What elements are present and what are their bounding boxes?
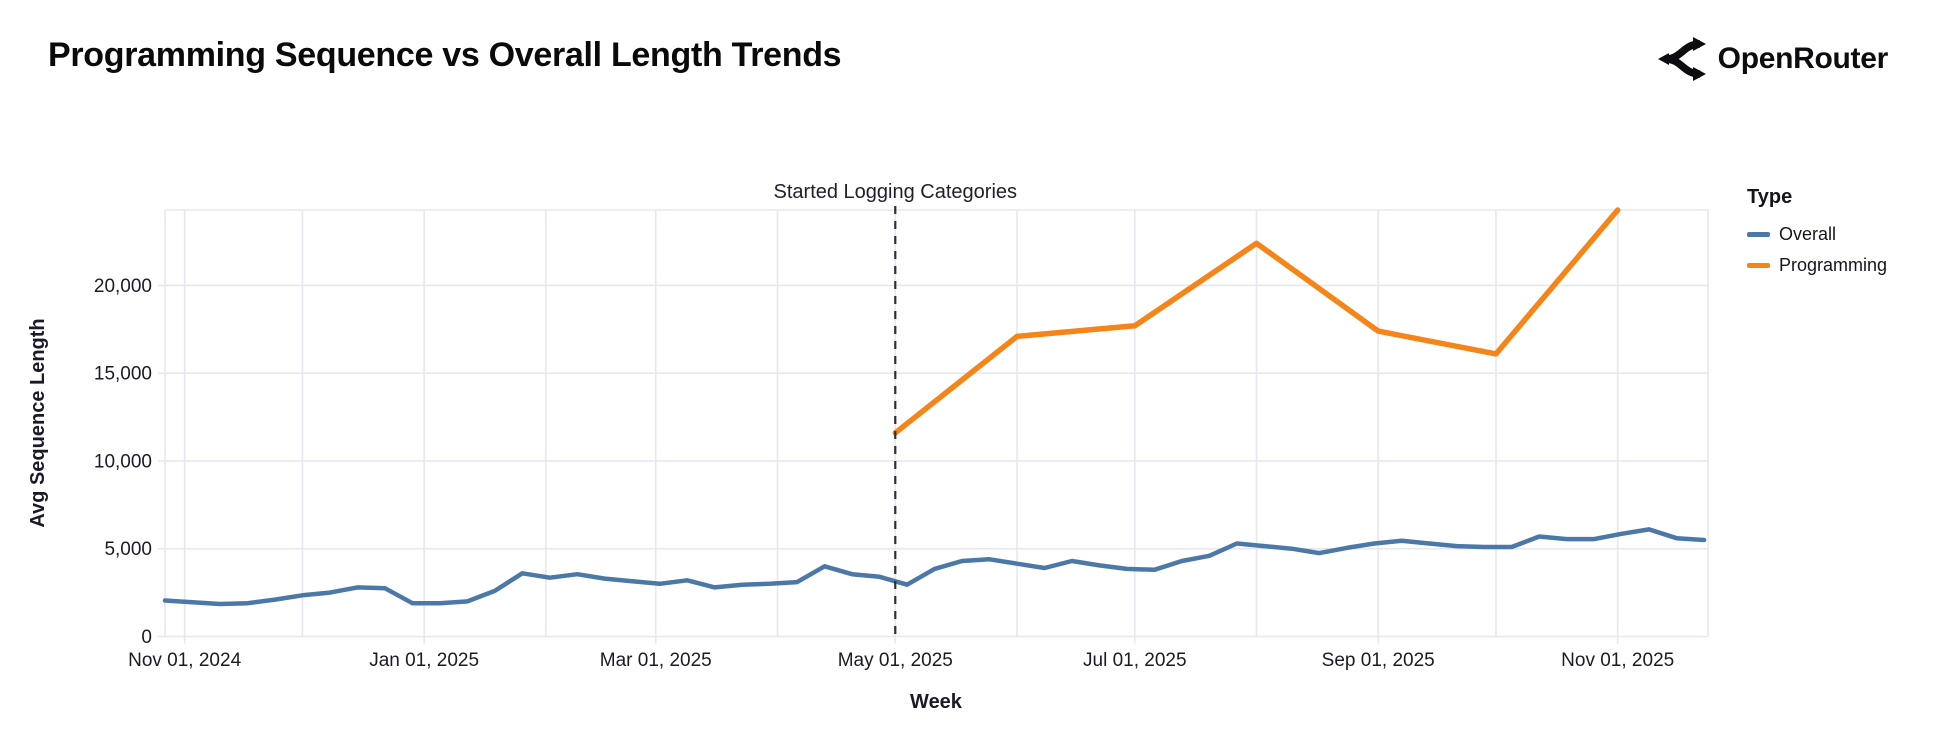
y-tick-label: 10,000 bbox=[94, 451, 152, 472]
programming-line-swatch bbox=[1747, 263, 1770, 268]
x-tick-label: Jul 01, 2025 bbox=[1083, 650, 1187, 671]
brand-name: OpenRouter bbox=[1717, 42, 1889, 75]
x-tick-label: Sep 01, 2025 bbox=[1322, 650, 1435, 671]
legend-item-label: Overall bbox=[1779, 224, 1837, 244]
programming-line bbox=[892, 207, 1621, 436]
overall-line-swatch bbox=[1747, 232, 1770, 237]
brand: OpenRouter bbox=[1656, 34, 1888, 84]
legend: Type Overall Programming bbox=[1747, 186, 1887, 286]
x-axis-title: Week bbox=[910, 691, 963, 713]
y-axis-title: Avg Sequence Length bbox=[27, 318, 49, 527]
x-tick-label: Nov 01, 2025 bbox=[1561, 650, 1674, 671]
legend-title: Type bbox=[1747, 186, 1793, 208]
legend-item-programming: Programming bbox=[1747, 255, 1887, 276]
annotation-label: Started Logging Categories bbox=[774, 181, 1018, 203]
legend-item-label: Programming bbox=[1779, 255, 1888, 275]
x-tick-label: May 01, 2025 bbox=[838, 650, 953, 671]
y-tick-label: 20,000 bbox=[94, 276, 152, 297]
y-tick-label: 5,000 bbox=[104, 539, 152, 560]
page-title: Programming Sequence vs Overall Length T… bbox=[48, 36, 842, 74]
gridlines bbox=[164, 209, 1709, 638]
x-tick-label: Mar 01, 2025 bbox=[600, 650, 712, 671]
x-tick-label: Jan 01, 2025 bbox=[369, 650, 479, 671]
y-tick-label: 15,000 bbox=[94, 364, 152, 385]
legend-item-overall: Overall bbox=[1747, 224, 1887, 245]
openrouter-logo-icon bbox=[1657, 37, 1706, 81]
axis-ticks: 0 5,000 10,000 15,000 20,000 Nov 01, 2024 Jan … bbox=[94, 276, 1674, 671]
y-tick-label: 0 bbox=[141, 627, 152, 648]
x-tick-label: Nov 01, 2024 bbox=[128, 650, 241, 671]
overall-line bbox=[162, 527, 1707, 607]
series-lines bbox=[162, 207, 1707, 607]
